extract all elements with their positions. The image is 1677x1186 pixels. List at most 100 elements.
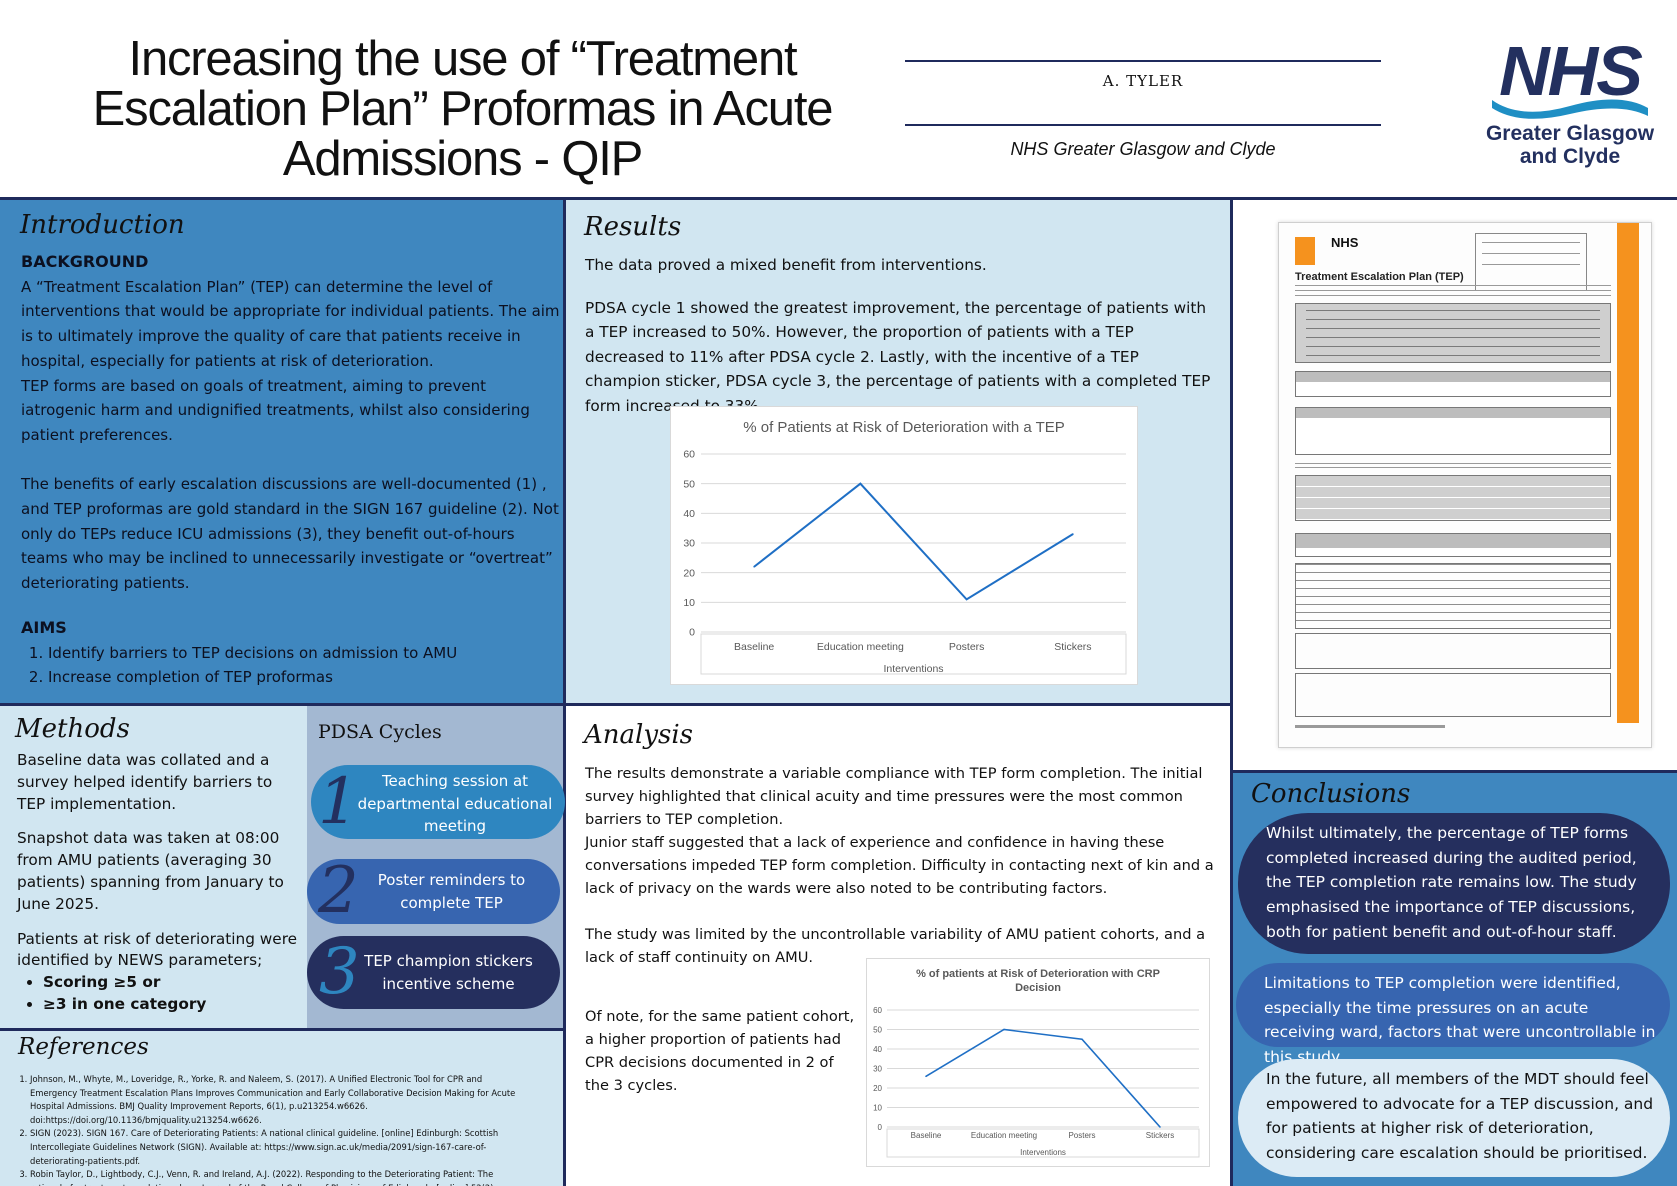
paragraph: The results demonstrate a variable compl… [585,765,1203,828]
analysis-section: Analysis The results demonstrate a varia… [566,703,1230,1186]
paragraph: PDSA cycle 1 showed the greatest improve… [585,298,1211,415]
data-point [1072,533,1074,535]
chart-title: % of Patients at Risk of Deterioration w… [743,419,1065,436]
tep-form-image: NHS Treatment Escalation Plan (TEP) [1278,222,1652,748]
pdsa-cycle-number: 2 [318,854,359,928]
nhs-logo-subtitle: Greater Glasgow and Clyde [1470,122,1670,168]
y-tick-label: 60 [873,1006,882,1015]
aims-heading: AIMS [21,617,67,637]
paragraph: The data proved a mixed benefit from int… [585,256,987,274]
form-investigations-header [1295,533,1611,557]
paragraph: Patients at risk of deteriorating were i… [17,929,298,970]
form-text-lines [1295,463,1611,471]
aim-item: Identify barriers to TEP decisions on ad… [48,641,561,666]
x-axis-label: Interventions [1020,1148,1066,1157]
x-axis-label: Interventions [883,663,943,675]
y-tick-label: 40 [683,508,695,520]
references-list: Johnson, M., Whyte, M., Loveridge, R., Y… [0,1073,530,1186]
paragraph: TEP forms are based on goals of treatmen… [21,376,530,444]
y-tick-label: 0 [689,627,695,639]
x-tick-label: Education meeting [971,1131,1037,1140]
form-footer-text [1295,725,1445,728]
y-tick-label: 10 [683,597,695,609]
pdsa-cycle-number: 3 [319,935,360,1009]
data-point [753,565,755,568]
x-tick-label: Posters [949,641,985,653]
paragraph: Baseline data was collated and a survey … [17,751,273,813]
data-point [925,1075,927,1078]
chart-svg: % of Patients at Risk of Deterioration w… [683,419,1127,675]
paragraph: The benefits of early escalation discuss… [21,475,559,593]
poster-title: Increasing the use of “Treatment Escalat… [60,34,865,184]
y-tick-label: 30 [873,1064,882,1073]
x-tick-label: Stickers [1054,641,1091,653]
methods-body: Baseline data was collated and a survey … [17,750,302,1016]
aim-item: Increase completion of TEP proformas [48,665,561,690]
pdsa-cycle-number: 1 [318,765,359,839]
pdsa-title: PDSA Cycles [318,721,442,743]
form-table [1295,371,1611,397]
pdsa-cycle-3: TEP champion stickers incentive scheme [307,936,560,1009]
y-tick-label: 20 [873,1084,882,1093]
form-clinical-box [1295,407,1611,455]
form-nhs-logo: NHS [1331,235,1359,250]
logo-sub-line: and Clyde [1519,145,1621,168]
section-title: Analysis [584,720,694,750]
header-divider [905,124,1381,126]
y-tick-label: 20 [683,567,695,579]
section-title: Results [584,212,682,242]
data-point [1003,1028,1005,1031]
x-tick-label: Baseline [734,641,774,653]
form-comments-box [1295,673,1611,717]
introduction-body: BACKGROUND A “Treatment Escalation Plan”… [21,248,561,690]
form-other-box [1295,633,1611,669]
header-divider [905,60,1381,62]
series-line [753,482,1074,601]
pdsa-cycle-1: Teaching session at departmental educati… [311,765,565,839]
section-title: Conclusions [1251,779,1411,809]
title-line: Escalation Plan” Proformas in Acute [92,82,834,136]
pdsa-cycles-section: PDSA Cycles Teaching session at departme… [307,703,566,1028]
y-tick-label: 60 [683,449,695,461]
section-title: References [18,1034,149,1060]
methods-section: Methods Baseline data was collated and a… [0,703,307,1028]
title-line: Admissions - QIP [282,132,643,186]
y-tick-label: 40 [873,1045,882,1054]
results-section: Results The data proved a mixed benefit … [566,197,1230,703]
analysis-body: The results demonstrate a variable compl… [585,762,1217,969]
organisation-name: NHS Greater Glasgow and Clyde [1010,139,1276,159]
series-line [925,1028,1161,1128]
paragraph: A “Treatment Escalation Plan” (TEP) can … [21,277,560,370]
y-tick-label: 50 [873,1025,882,1034]
paragraph: Snapshot data was taken at 08:00 from AM… [17,829,284,913]
reference-item: SIGN (2023). SIGN 167. Care of Deteriora… [30,1127,530,1168]
chart-title: % of patients at Risk of Deterioration w… [916,968,1160,980]
criteria-item: Scoring ≥5 or [43,972,302,994]
form-logo-mark [1295,237,1315,265]
conclusion-text: Limitations to TEP completion were ident… [1264,974,1656,1067]
data-point [1159,1126,1161,1128]
reference-item: Johnson, M., Whyte, M., Loveridge, R., Y… [30,1073,530,1127]
pdsa-cycle-2: Poster reminders to complete TEP [307,859,560,924]
chart-svg: % of patients at Risk of Deterioration w… [873,968,1200,1158]
form-criteria-box [1295,303,1611,363]
conclusion-point: In the future, all members of the MDT sh… [1238,1059,1670,1177]
conclusion-point: Limitations to TEP completion were ident… [1236,963,1670,1066]
data-point [965,598,968,601]
reference-item: Robin Taylor, D., Lightbody, C.J., Venn,… [30,1168,530,1186]
aims-list: Identify barriers to TEP decisions on ad… [21,641,561,690]
crp-line-chart: % of patients at Risk of Deterioration w… [866,958,1210,1167]
y-tick-label: 30 [683,538,695,550]
results-body: The data proved a mixed benefit from int… [585,253,1215,418]
form-escalation-rows [1295,475,1611,521]
paragraph: The study was limited by the uncontrolla… [585,926,1206,966]
background-heading: BACKGROUND [21,252,149,271]
conclusions-section: Conclusions Whilst ultimately, the perce… [1230,770,1677,1186]
tep-line-chart: % of Patients at Risk of Deterioration w… [670,406,1138,685]
nhs-logo-word: NHS [1499,32,1643,110]
wave-icon [1492,99,1648,119]
form-patient-box [1475,233,1587,291]
conclusion-point: Whilst ultimately, the percentage of TEP… [1238,813,1670,954]
criteria-item: ≥3 in one category [43,994,302,1016]
analysis-note: Of note, for the same patient cohort, a … [585,1008,855,1094]
